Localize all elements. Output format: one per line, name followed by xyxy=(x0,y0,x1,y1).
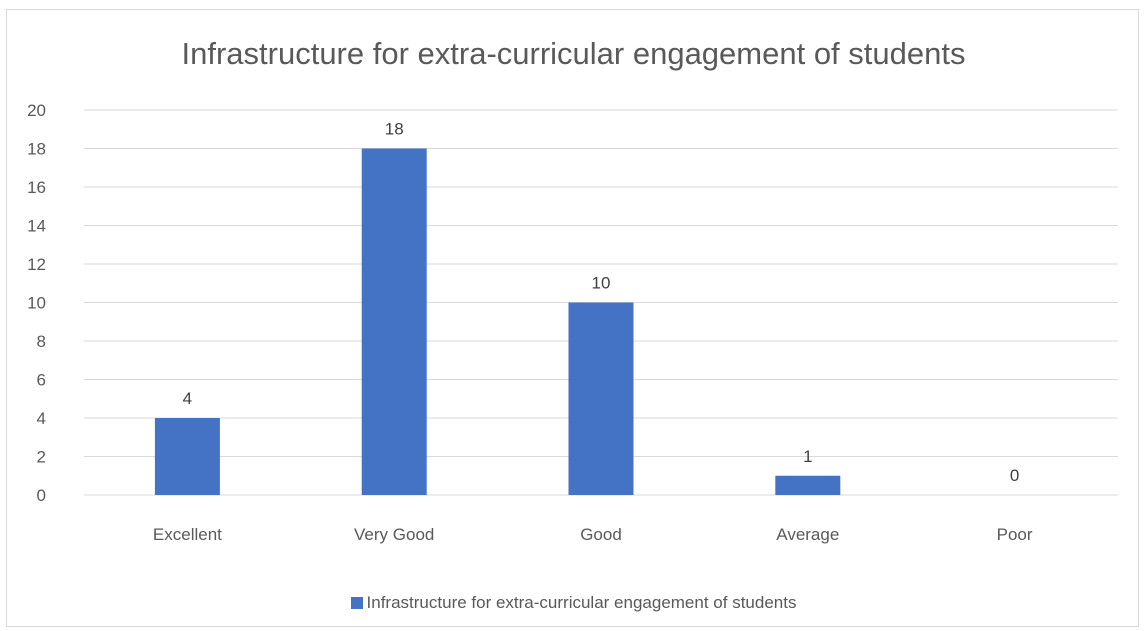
legend: Infrastructure for extra-curricular enga… xyxy=(0,591,1147,615)
y-tick-label: 2 xyxy=(37,448,46,467)
x-tick-label: Excellent xyxy=(153,525,222,544)
x-tick-label: Good xyxy=(580,525,622,544)
legend-label: Infrastructure for extra-curricular enga… xyxy=(366,593,797,612)
data-label: 10 xyxy=(592,274,611,293)
legend-swatch xyxy=(350,597,363,609)
y-tick-label: 0 xyxy=(37,486,46,505)
bar xyxy=(775,475,841,495)
bar xyxy=(568,302,634,495)
data-label: 18 xyxy=(385,120,404,139)
y-tick-label: 20 xyxy=(27,101,46,120)
y-tick-label: 16 xyxy=(27,178,46,197)
x-tick-label: Poor xyxy=(997,525,1033,544)
y-tick-label: 10 xyxy=(27,294,46,313)
chart-title: Infrastructure for extra-curricular enga… xyxy=(181,36,966,71)
x-tick-label: Average xyxy=(776,525,839,544)
bar xyxy=(361,148,427,495)
bar xyxy=(154,418,220,495)
y-tick-label: 6 xyxy=(37,371,46,390)
data-label: 1 xyxy=(803,447,812,466)
y-tick-label: 18 xyxy=(27,140,46,159)
y-tick-label: 4 xyxy=(37,409,46,428)
y-tick-label: 8 xyxy=(37,332,46,351)
data-label: 4 xyxy=(183,389,192,408)
y-tick-label: 12 xyxy=(27,255,46,274)
x-tick-label: Very Good xyxy=(354,525,434,544)
data-label: 0 xyxy=(1010,466,1019,485)
y-tick-label: 14 xyxy=(27,217,46,236)
